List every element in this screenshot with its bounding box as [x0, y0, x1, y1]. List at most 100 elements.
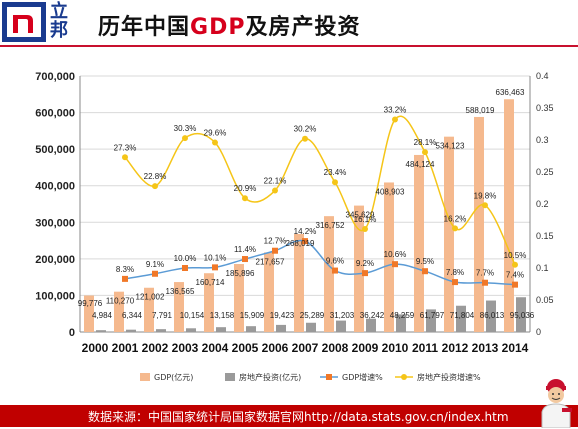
investment-growth-data-label: 27.3%	[114, 143, 137, 152]
page-title: 历年中国GDP及房产投资	[98, 9, 360, 41]
y-right-tick-label: 0.25	[536, 167, 554, 177]
x-tick-label: 2012	[442, 341, 469, 355]
legend-marker	[326, 374, 332, 380]
investment-data-label: 13,158	[210, 311, 235, 320]
x-tick-label: 2004	[202, 341, 229, 355]
footer-bar: 数据来源：中国国家统计局国家数据官网http://data.stats.gov.…	[0, 405, 578, 427]
gdp-bar	[204, 273, 214, 332]
data-source: 数据来源：中国国家统计局国家数据官网http://data.stats.gov.…	[88, 410, 509, 424]
investment-growth-marker	[122, 154, 128, 161]
y-left-tick-label: 700,000	[35, 71, 75, 83]
gdp-bar	[504, 99, 514, 332]
x-tick-label: 2011	[412, 341, 438, 355]
painter-mascot-icon	[541, 379, 572, 428]
gdp-data-label: 316,752	[316, 221, 345, 230]
investment-growth-data-label: 22.1%	[264, 177, 287, 186]
title-prefix: 历年中国	[98, 15, 191, 40]
y-left-tick-label: 300,000	[35, 217, 75, 229]
investment-data-label: 95,036	[510, 311, 535, 320]
gdp-growth-marker	[272, 247, 278, 254]
y-right-tick-label: 0.1	[536, 263, 549, 273]
gdp-bar	[354, 205, 364, 332]
investment-bar	[276, 324, 286, 332]
investment-bar	[426, 309, 436, 332]
gdp-data-label: 136,565	[166, 287, 195, 296]
gdp-bar	[84, 295, 94, 332]
gdp-bar	[414, 154, 424, 332]
investment-growth-data-label: 30.2%	[294, 125, 317, 134]
gdp-bar	[294, 233, 304, 332]
gdp-data-label: 110,270	[106, 297, 135, 306]
y-left-tick-label: 400,000	[35, 181, 75, 193]
gdp-bar	[444, 136, 454, 332]
y-right-tick-label: 0.2	[536, 199, 549, 209]
gdp-data-label: 160,714	[196, 278, 225, 287]
investment-bar	[156, 329, 166, 332]
investment-growth-marker	[242, 195, 248, 202]
gdp-investment-chart: 0 100,000 200,000 300,000 400,000 500,000 600,…	[35, 71, 554, 382]
gdp-bar	[264, 252, 274, 332]
legend-marker	[401, 374, 407, 380]
x-tick-label: 2000	[82, 341, 109, 355]
x-tick-label: 2013	[472, 341, 499, 355]
gdp-growth-data-label: 14.2%	[294, 227, 317, 236]
y-right-tick-label: 0.35	[536, 103, 554, 113]
x-tick-label: 2008	[322, 341, 349, 355]
investment-growth-marker	[392, 116, 398, 123]
investment-bar	[516, 297, 526, 332]
investment-bar	[336, 320, 346, 332]
investment-data-label: 36,242	[360, 311, 385, 320]
y-right-tick-label: 0.4	[536, 71, 549, 81]
investment-data-label: 61,797	[420, 311, 445, 320]
investment-growth-data-label: 29.6%	[204, 129, 227, 138]
investment-growth-data-label: 10.5%	[504, 251, 527, 260]
gdp-data-label: 636,463	[496, 88, 525, 97]
gdp-growth-marker	[452, 279, 458, 286]
gdp-growth-marker	[392, 261, 398, 268]
gdp-growth-data-label: 12.7%	[264, 237, 287, 246]
legend-label: 房地产投资增速%	[417, 372, 481, 382]
gdp-data-label: 534,123	[436, 142, 465, 151]
y-right-tick-label: 0.3	[536, 135, 549, 145]
investment-bar	[186, 328, 196, 332]
y-right-tick-label: 0.05	[536, 295, 554, 305]
investment-growth-marker	[452, 225, 458, 232]
investment-bar	[126, 329, 136, 332]
gdp-data-label: 217,657	[256, 257, 285, 266]
gdp-bar	[384, 182, 394, 332]
gdp-growth-marker	[152, 270, 158, 277]
x-tick-label: 2006	[262, 341, 289, 355]
investment-growth-data-label: 16.1%	[354, 215, 377, 224]
legend-swatch	[140, 373, 150, 381]
gdp-data-label: 588,019	[466, 106, 495, 115]
investment-growth-marker	[182, 135, 188, 142]
gdp-bar	[114, 291, 124, 332]
gdp-growth-marker	[122, 275, 128, 282]
nippon-logo	[2, 2, 46, 42]
gdp-data-label: 345,629	[346, 211, 375, 220]
investment-growth-marker	[332, 179, 338, 186]
title-suffix: 及房产投资	[245, 15, 361, 40]
gdp-data-label: 185,896	[226, 269, 255, 278]
x-tick-label: 2001	[112, 341, 139, 355]
investment-growth-data-label: 33.2%	[384, 106, 407, 115]
x-tick-label: 2007	[292, 341, 319, 355]
investment-growth-marker	[482, 202, 488, 209]
y-left-tick-label: 600,000	[35, 108, 75, 120]
y-right-tick-label: 0.15	[536, 231, 554, 241]
legend-label: 房地产投资(亿元)	[239, 372, 301, 382]
gdp-growth-marker	[512, 281, 518, 288]
gdp-data-label: 408,903	[376, 187, 405, 196]
investment-data-label: 25,289	[300, 311, 325, 320]
investment-growth-data-label: 19.8%	[474, 191, 497, 200]
investment-growth-marker	[512, 261, 518, 268]
gdp-growth-data-label: 10.0%	[174, 254, 197, 263]
x-tick-label: 2010	[382, 341, 409, 355]
gdp-growth-marker	[332, 267, 338, 274]
gdp-growth-data-label: 7.8%	[446, 268, 464, 277]
investment-data-label: 48,259	[390, 311, 415, 320]
investment-bar	[486, 300, 496, 332]
y-left-tick-label: 100,000	[35, 290, 75, 302]
investment-growth-marker	[362, 225, 368, 232]
legend-label: GDP增速%	[342, 372, 383, 382]
